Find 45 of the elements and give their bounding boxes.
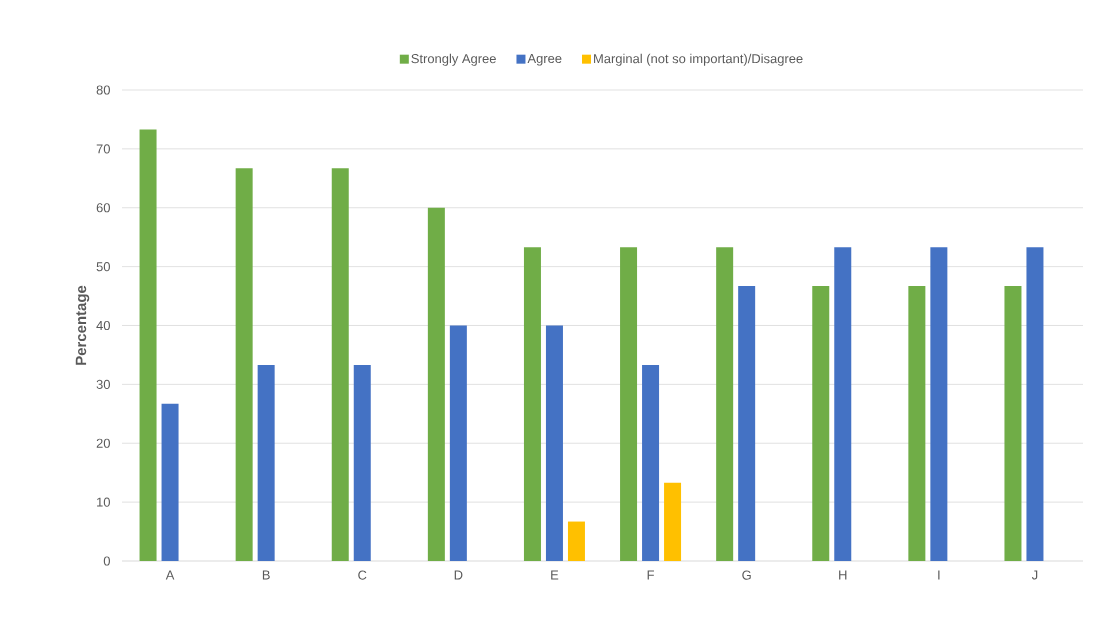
bar	[427, 207, 445, 561]
x-tick-label: D	[454, 570, 463, 580]
bar	[545, 325, 563, 561]
bar	[620, 247, 638, 561]
bar	[642, 364, 660, 561]
bar	[449, 325, 467, 561]
bar	[930, 247, 948, 561]
y-tick-label: 0	[103, 556, 110, 566]
bar	[664, 482, 682, 561]
bar	[139, 129, 157, 561]
y-tick-label: 30	[96, 379, 110, 389]
x-tick-label: J	[1031, 570, 1038, 580]
legend-label: Strongly Agree	[411, 53, 496, 66]
bar	[331, 168, 349, 561]
x-tick-label: A	[165, 570, 175, 580]
y-tick-label: 60	[96, 203, 110, 213]
bar	[738, 286, 756, 561]
x-tick-label: E	[551, 570, 559, 580]
bar	[1004, 286, 1022, 561]
bar	[567, 521, 585, 561]
bar	[523, 247, 541, 561]
bar	[908, 286, 926, 561]
y-tick-label: 10	[97, 497, 110, 507]
y-axis-title: Percentage	[75, 285, 90, 365]
bar	[235, 168, 253, 561]
x-tick-label: G	[742, 570, 751, 580]
bar	[161, 403, 179, 561]
y-tick-label: 80	[96, 85, 110, 95]
x-tick-label: C	[358, 570, 367, 580]
legend-label: Agree	[527, 53, 562, 66]
legend-label: Marginal (not so important)/Disagree	[594, 53, 803, 66]
x-tick-label: B	[262, 570, 270, 580]
bar	[257, 364, 275, 561]
y-tick-label: 50	[96, 262, 110, 272]
x-tick-label: H	[839, 570, 847, 580]
y-tick-label: 20	[96, 438, 110, 448]
bar	[353, 364, 371, 561]
x-tick-label: I	[938, 570, 940, 580]
x-tick-label: F	[647, 570, 654, 580]
bar	[834, 247, 852, 561]
y-tick-label: 70	[96, 144, 110, 154]
y-tick-label: 40	[96, 320, 110, 331]
bar	[716, 247, 734, 561]
bar	[1026, 247, 1044, 561]
bar	[812, 286, 830, 561]
